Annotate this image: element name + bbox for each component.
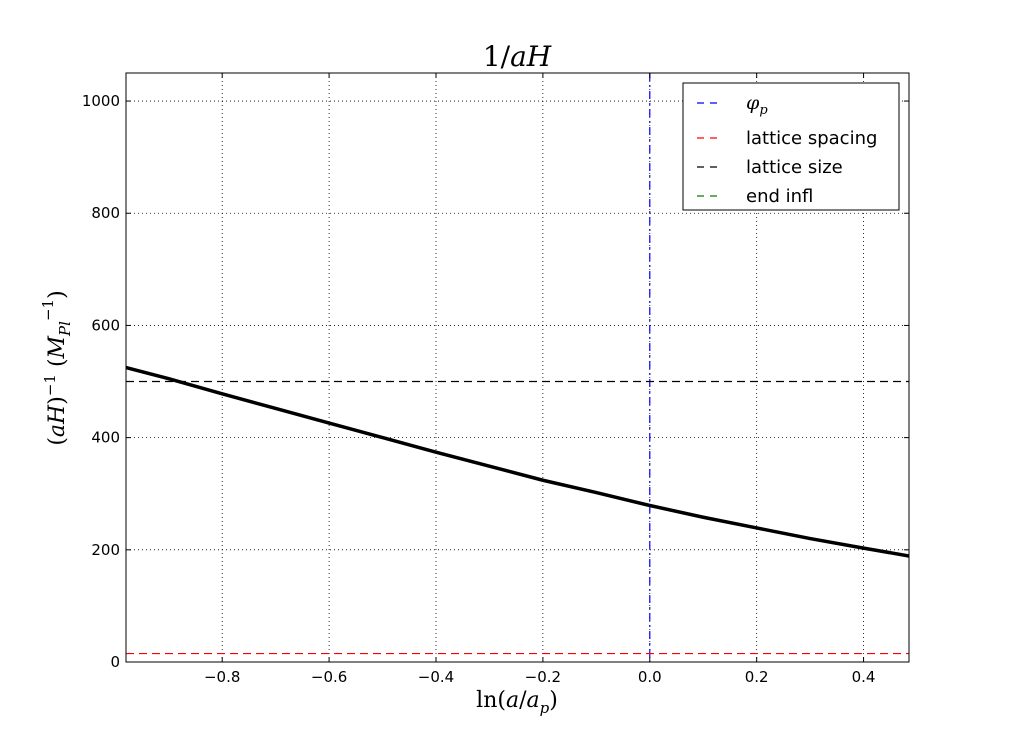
x-tick-label: −0.2 [525,668,561,686]
tick-labels: −0.8 −0.6 −0.4 −0.2 0.0 0.2 0.4 0 200 400 600 800 10… [82,92,876,686]
x-tick-label: 0.4 [852,668,876,686]
y-tick-label: 400 [91,429,120,447]
x-tick-label: −0.8 [204,668,240,686]
x-tick-label: 0.0 [638,668,662,686]
plot-frame [125,72,910,663]
x-tick-label: −0.6 [311,668,347,686]
y-tick-label: 800 [91,204,120,222]
x-tick-label: −0.4 [418,668,454,686]
series-line-0 [126,365,909,558]
y-tick-label: 0 [110,653,120,671]
y-axis-label: (aH)−1 (MPl−1) [39,290,74,445]
y-tick-label: 200 [91,541,120,559]
legend-label-phi-p: φp [746,92,768,118]
x-axis-label: ln(a/ap) [476,688,558,717]
legend: φp lattice spacing lattice size end infl [682,82,900,211]
legend-label-lattice-spacing: lattice spacing [746,128,877,149]
legend-label-end-infl: end infl [746,186,813,207]
legend-box [682,82,900,211]
x-tick-label: 0.2 [745,668,769,686]
y-tick-label: 600 [91,316,120,334]
series-layer [126,365,909,558]
legend-label-lattice-size: lattice size [746,157,843,178]
reference-lines [126,73,909,662]
y-tick-label: 1000 [82,92,120,110]
chart-title: 1/aH [483,40,552,73]
